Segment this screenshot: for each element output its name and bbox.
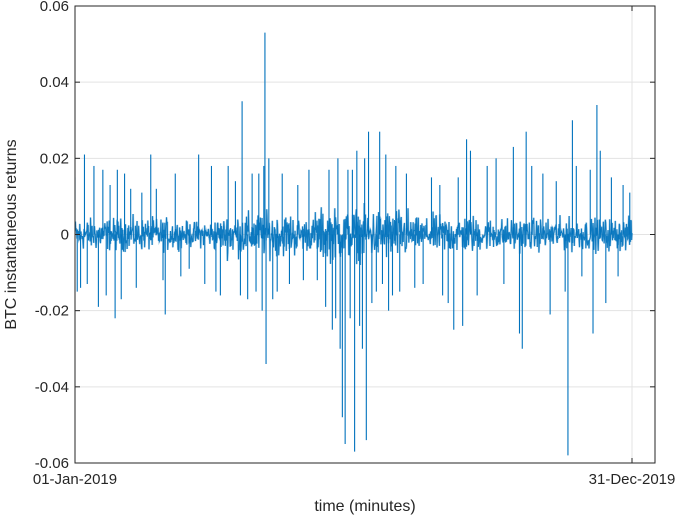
y-axis-ticks: -0.06 -0.04 -0.02 0 0.02 0.04 0.06 bbox=[35, 0, 655, 472]
y-tick-label: 0.02 bbox=[40, 150, 69, 167]
series-line-density bbox=[75, 202, 633, 266]
x-tick-label: 31-Dec-2019 bbox=[589, 471, 676, 488]
x-tick-label: 01-Jan-2019 bbox=[33, 471, 117, 488]
y-tick-label: -0.04 bbox=[35, 379, 69, 396]
y-tick-label: 0.06 bbox=[40, 0, 69, 15]
x-axis-label: time (minutes) bbox=[314, 498, 415, 515]
y-axis-label: BTC instantaneous returns bbox=[3, 139, 20, 329]
series-line bbox=[75, 202, 633, 266]
y-tick-label: 0.04 bbox=[40, 74, 69, 91]
y-tick-label: -0.02 bbox=[35, 303, 69, 320]
x-axis-ticks: 01-Jan-2019 31-Dec-2019 bbox=[33, 6, 675, 488]
plot-area bbox=[75, 32, 633, 456]
y-tick-label: -0.06 bbox=[35, 455, 69, 472]
y-tick-label: 0 bbox=[61, 227, 69, 244]
